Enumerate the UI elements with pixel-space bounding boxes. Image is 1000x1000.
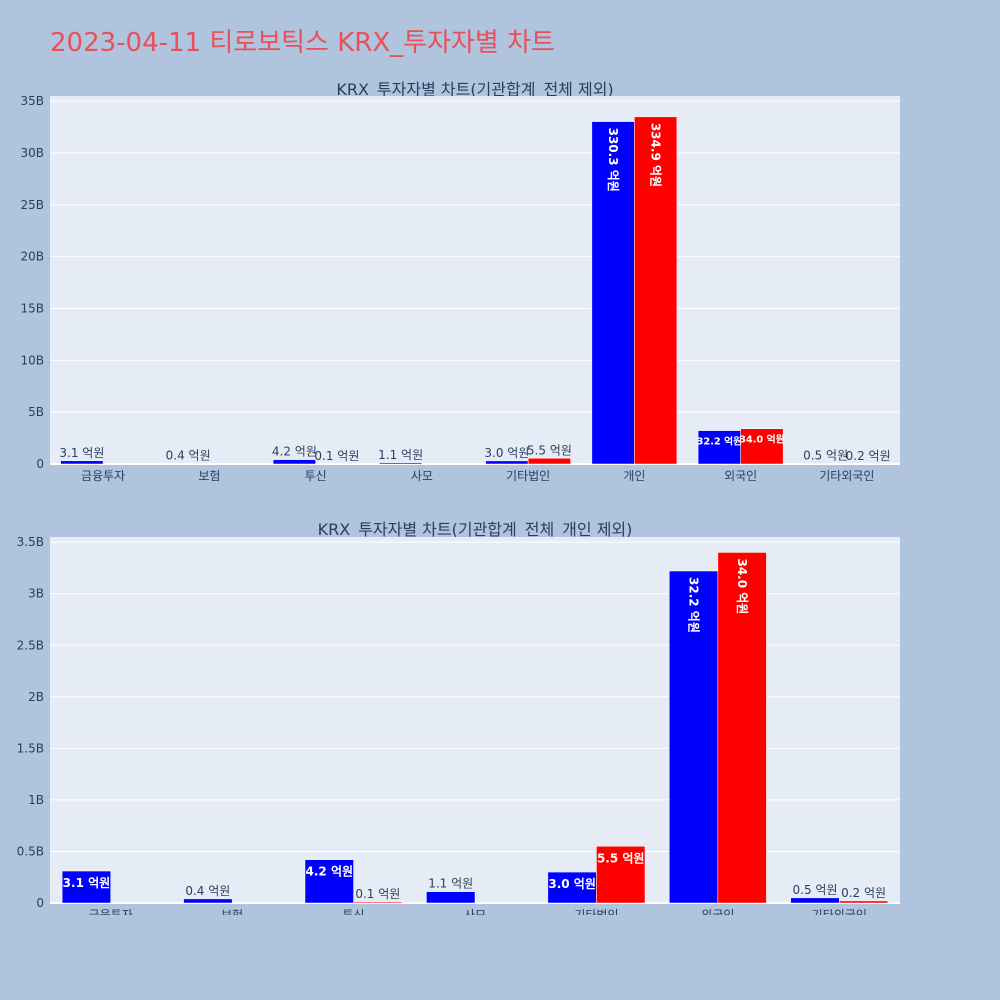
chart-title: KRX_투자자별 차트(기관합계_전체_개인 제외) xyxy=(318,520,633,540)
data-label: 32.2 억원 xyxy=(687,577,701,633)
data-label: 334.9 억원 xyxy=(649,123,663,187)
y-tick-label: 0.5B xyxy=(17,844,44,858)
data-label: 5.5 억원 xyxy=(527,443,572,457)
bar xyxy=(804,463,848,465)
data-label: 3.1 억원 xyxy=(63,876,111,890)
data-label: 0.2 억원 xyxy=(841,886,886,900)
chart-title: KRX_투자자별 차트(기관합계_전체 제외) xyxy=(336,80,613,100)
y-tick-label: 1B xyxy=(28,793,44,807)
bar xyxy=(485,460,529,465)
x-tick-label: 개인 xyxy=(623,469,645,483)
plot-area xyxy=(50,537,900,903)
y-tick-label: 3.5B xyxy=(17,535,44,549)
chart-top: KRX_투자자별 차트(기관합계_전체 제외) 0 5B 10B 15B 20B 25B 30… xyxy=(20,80,900,483)
x-tick-label: 금융투자 xyxy=(81,469,125,483)
y-tick-label: 1.5B xyxy=(17,741,44,755)
data-label: 3.0 억원 xyxy=(484,446,529,460)
y-tick-label: 0 xyxy=(36,457,44,471)
y-tick-label: 0 xyxy=(36,896,44,910)
data-label: 3.0 억원 xyxy=(548,877,596,891)
y-tick-label: 3B xyxy=(28,587,44,601)
bar xyxy=(183,898,233,904)
y-tick-label: 15B xyxy=(20,302,44,316)
bar xyxy=(527,458,571,465)
bar xyxy=(634,116,678,465)
data-label: 5.5 억원 xyxy=(597,851,645,865)
y-tick-label: 2.5B xyxy=(17,638,44,652)
x-tick-label: 외국인 xyxy=(724,469,757,483)
data-label: 0.1 억원 xyxy=(355,887,400,901)
y-tick-label: 25B xyxy=(20,198,44,212)
data-label: 0.4 억원 xyxy=(166,449,211,463)
bar xyxy=(591,121,635,465)
x-tick-label: 보험 xyxy=(221,908,243,915)
bar xyxy=(61,870,111,904)
data-label: 34.0 억원 xyxy=(735,558,749,614)
bar xyxy=(740,428,784,465)
x-tick-label: 사모 xyxy=(464,908,486,915)
x-tick-label: 보험 xyxy=(198,469,220,483)
bar xyxy=(304,859,354,904)
bar xyxy=(60,460,104,465)
x-tick-label: 기타외국인 xyxy=(812,908,867,915)
bar xyxy=(790,897,840,904)
data-label: 1.1 억원 xyxy=(378,448,423,462)
bar xyxy=(717,552,767,904)
x-tick-label: 투신 xyxy=(305,469,327,483)
bar xyxy=(379,462,423,465)
y-tick-label: 5B xyxy=(28,405,44,419)
x-tick-label: 투신 xyxy=(343,908,365,915)
bar xyxy=(353,901,403,904)
data-label: 0.4 억원 xyxy=(185,884,230,898)
plot-area xyxy=(50,96,900,464)
bar xyxy=(272,459,316,465)
data-label: 34.0 억원 xyxy=(739,433,785,446)
x-tick-label: 금융투자 xyxy=(89,908,133,915)
bar xyxy=(547,871,597,904)
data-label: 3.1 억원 xyxy=(59,446,104,460)
x-tick-label: 외국인 xyxy=(701,908,734,915)
data-label: 0.5 억원 xyxy=(793,883,838,897)
x-tick-label: 기타법인 xyxy=(506,469,550,483)
data-label: 0.5 억원 xyxy=(803,448,848,462)
data-label: 0.2 억원 xyxy=(846,449,891,463)
bar xyxy=(596,846,646,904)
bar xyxy=(669,570,719,904)
y-tick-label: 10B xyxy=(20,353,44,367)
y-tick-label: 2B xyxy=(28,690,44,704)
data-label: 4.2 억원 xyxy=(272,445,317,459)
bar xyxy=(839,900,889,904)
page-title: 2023-04-11 티로보틱스 KRX_투자자별 차트 xyxy=(50,28,555,58)
y-tick-label: 20B xyxy=(20,250,44,264)
chart-bottom: KRX_투자자별 차트(기관합계_전체_개인 제외) 0 0.5B 1B 1.5B 2B 2… xyxy=(17,520,900,915)
x-tick-label: 기타외국인 xyxy=(819,469,874,483)
y-tick-label: 35B xyxy=(20,94,44,108)
data-label: 0.1 억원 xyxy=(314,449,359,463)
x-tick-label: 기타법인 xyxy=(574,908,618,915)
data-label: 32.2 억원 xyxy=(697,434,743,447)
data-label: 1.1 억원 xyxy=(428,877,473,891)
data-label: 4.2 억원 xyxy=(306,865,354,879)
bar xyxy=(426,891,476,904)
data-label: 330.3 억원 xyxy=(606,128,620,192)
x-tick-label: 사모 xyxy=(411,469,433,483)
y-tick-label: 30B xyxy=(20,146,44,160)
